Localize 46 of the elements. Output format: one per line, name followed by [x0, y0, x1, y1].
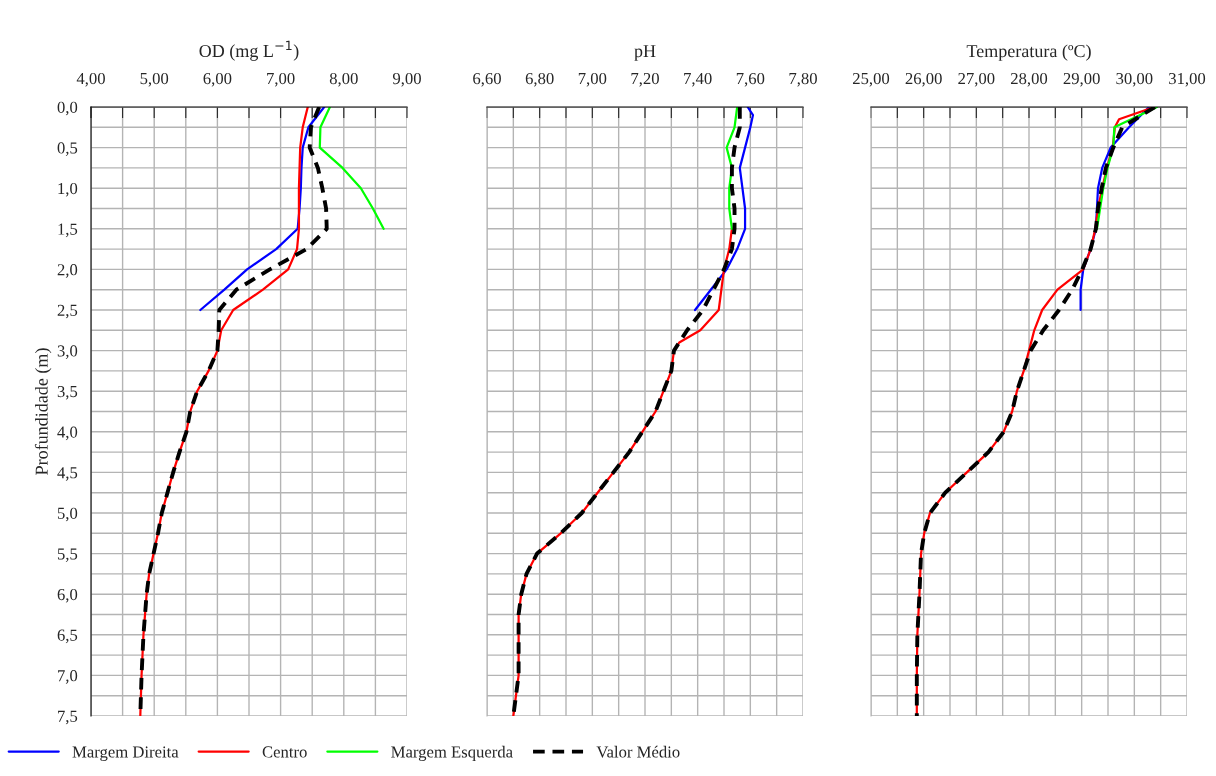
x-tick-label: 9,00: [392, 72, 421, 87]
x-tick-label: 29,00: [1063, 72, 1100, 87]
legend-label: Margem Esquerda: [391, 745, 513, 761]
legend-label: Margem Direita: [72, 746, 179, 761]
y-tick-label: 4,0: [57, 426, 78, 441]
x-tick-label: 4,00: [76, 72, 105, 87]
x-tick-label: 25,00: [852, 72, 890, 87]
x-tick-label: 26,00: [905, 72, 942, 87]
chart-title: OD (mg L$^{−1}$): [199, 40, 299, 61]
x-tick-label: 28,00: [1010, 72, 1048, 87]
x-tick-label: 7,80: [789, 72, 817, 87]
y-tick-label: 0,0: [57, 101, 78, 116]
x-tick-label: 5,00: [140, 72, 169, 87]
x-tick-label: 6,00: [203, 72, 232, 87]
y-tick-label: 5,0: [57, 507, 78, 522]
x-tick-label: 6,80: [525, 72, 554, 87]
x-tick-label: 6,60: [473, 72, 501, 87]
y-tick-label: 6,0: [57, 588, 78, 603]
legend-label: Centro: [262, 746, 307, 758]
x-tick-label: 8,00: [329, 72, 358, 87]
y-tick-label: 0,5: [57, 142, 78, 156]
x-tick-label: 7,00: [267, 72, 295, 87]
y-tick-label: 5,5: [57, 548, 78, 562]
y-tick-label: 7,0: [58, 670, 78, 684]
y-tick-label: 2,0: [57, 264, 78, 278]
y-tick-label: 6,5: [57, 629, 78, 644]
line-series: [318, 107, 385, 230]
chart-title: Temperatura (ºC): [966, 44, 1091, 61]
y-tick-label: 2,5: [57, 304, 78, 319]
x-tick-label: 7,40: [684, 72, 712, 87]
y-tick-label: 7,5: [58, 710, 78, 725]
x-tick-label: 7,20: [631, 72, 659, 87]
x-tick-label: 31,00: [1169, 72, 1206, 87]
x-tick-label: 7,60: [736, 72, 765, 87]
y-tick-label: 4,5: [57, 467, 78, 481]
x-tick-label: 30,00: [1116, 72, 1153, 87]
legend-label: Valor Médio: [596, 745, 680, 758]
y-axis-title: Profundidade (m): [34, 348, 52, 475]
y-tick-label: 1,0: [58, 182, 78, 197]
x-tick-label: 27,00: [958, 72, 995, 87]
chart-title: pH: [634, 45, 656, 61]
y-tick-label: 1,5: [58, 223, 78, 238]
x-tick-label: 7,00: [578, 72, 607, 87]
y-tick-label: 3,5: [57, 385, 78, 400]
line-series: [199, 107, 326, 312]
y-tick-label: 3,0: [57, 345, 78, 359]
